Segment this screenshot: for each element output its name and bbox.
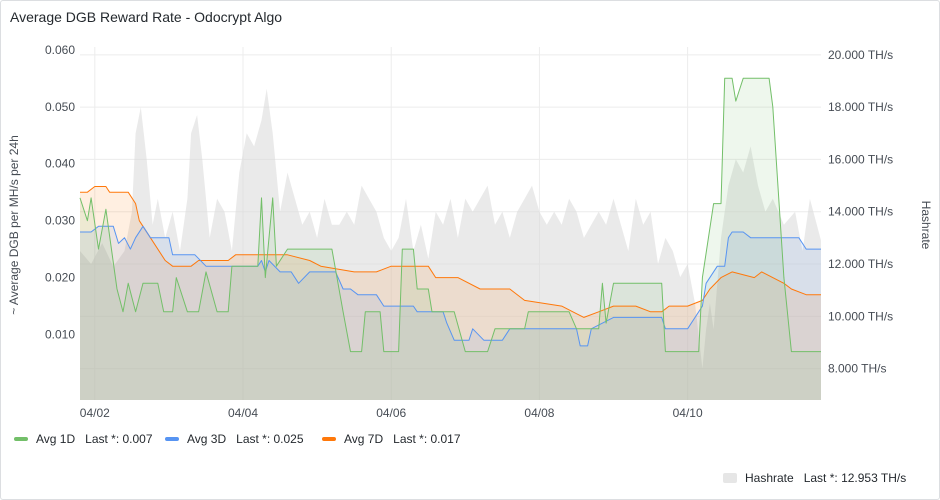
y2-tick-label: 14.000 TH/s xyxy=(828,205,893,219)
legend-item-hashrate[interactable]: Hashrate Last *: 12.953 TH/s xyxy=(723,471,906,485)
series-area-hashrate xyxy=(80,88,821,401)
panel-title: Average DGB Reward Rate - Odocrypt Algo xyxy=(10,9,283,25)
y2-axis-label: Hashrate xyxy=(919,201,933,250)
legend-last-label-avg-1d: Last *: 0.007 xyxy=(85,432,153,446)
legend-last-value-hashrate: 12.953 TH/s xyxy=(841,471,907,485)
legend-label-avg-3d: Avg 3D xyxy=(187,432,227,446)
y2-tick-label: 8.000 TH/s xyxy=(828,362,886,376)
axis-ticks: 8.000 TH/s 10.000 TH/s 12.000 TH/s 14.000 T… xyxy=(45,43,893,420)
y2-tick-label: 12.000 TH/s xyxy=(828,257,893,271)
y-tick-label: 0.010 xyxy=(45,328,75,342)
legend-item-avg-3d[interactable]: Avg 3D Last *: 0.025 xyxy=(165,432,304,446)
legend-last-value-avg-7d: 0.017 xyxy=(430,432,461,446)
legend-swatch-hashrate xyxy=(723,473,737,483)
legend-item-avg-1d[interactable]: Avg 1D Last *: 0.007 xyxy=(14,432,153,446)
x-tick-label: 04/08 xyxy=(524,406,554,420)
y2-tick-label: 18.000 TH/s xyxy=(828,100,893,114)
x-tick-label: 04/02 xyxy=(80,406,110,420)
legend-last-label-avg-3d: Last *: 0.025 xyxy=(236,432,304,446)
series-areas xyxy=(80,78,821,401)
series-lines xyxy=(79,77,821,353)
legend-swatch-avg-7d xyxy=(322,437,336,441)
series-area-avg-7d xyxy=(80,186,821,400)
y-tick-label: 0.060 xyxy=(45,43,75,57)
x-tick-label: 04/04 xyxy=(228,406,258,420)
legend-label-avg-7d: Avg 7D xyxy=(344,432,384,446)
y2-tick-label: 16.000 TH/s xyxy=(828,152,893,166)
legend-swatch-avg-3d xyxy=(165,437,179,441)
series-area-avg-3d xyxy=(80,226,821,400)
y2-tick-label: 10.000 TH/s xyxy=(828,309,893,323)
legend-swatch-avg-1d xyxy=(14,437,28,441)
legend-last-value-avg-3d: 0.025 xyxy=(273,432,304,446)
y-tick-label: 0.050 xyxy=(45,100,75,114)
legend-label-hashrate: Hashrate xyxy=(745,471,794,485)
y-tick-label: 0.030 xyxy=(45,214,75,228)
y-axis-label: ~ Average DGB per MH/s per 24h xyxy=(7,135,21,315)
legend-last-value-avg-1d: 0.007 xyxy=(122,432,153,446)
legend-last-label-hashrate: Last *: 12.953 TH/s xyxy=(803,471,907,485)
legend-item-avg-7d[interactable]: Avg 7D Last *: 0.017 xyxy=(322,432,461,446)
y2-tick-label: 20.000 TH/s xyxy=(828,48,893,62)
series-line-avg-1d xyxy=(79,77,821,353)
y-tick-label: 0.040 xyxy=(45,157,75,171)
x-tick-label: 04/10 xyxy=(673,406,703,420)
series-area-avg-1d xyxy=(80,78,821,401)
series-line-avg-3d xyxy=(80,225,821,347)
legend-label-avg-1d: Avg 1D xyxy=(36,432,76,446)
x-tick-label: 04/06 xyxy=(376,406,406,420)
y-tick-label: 0.020 xyxy=(45,271,75,285)
legend-last-label-avg-7d: Last *: 0.017 xyxy=(393,432,461,446)
